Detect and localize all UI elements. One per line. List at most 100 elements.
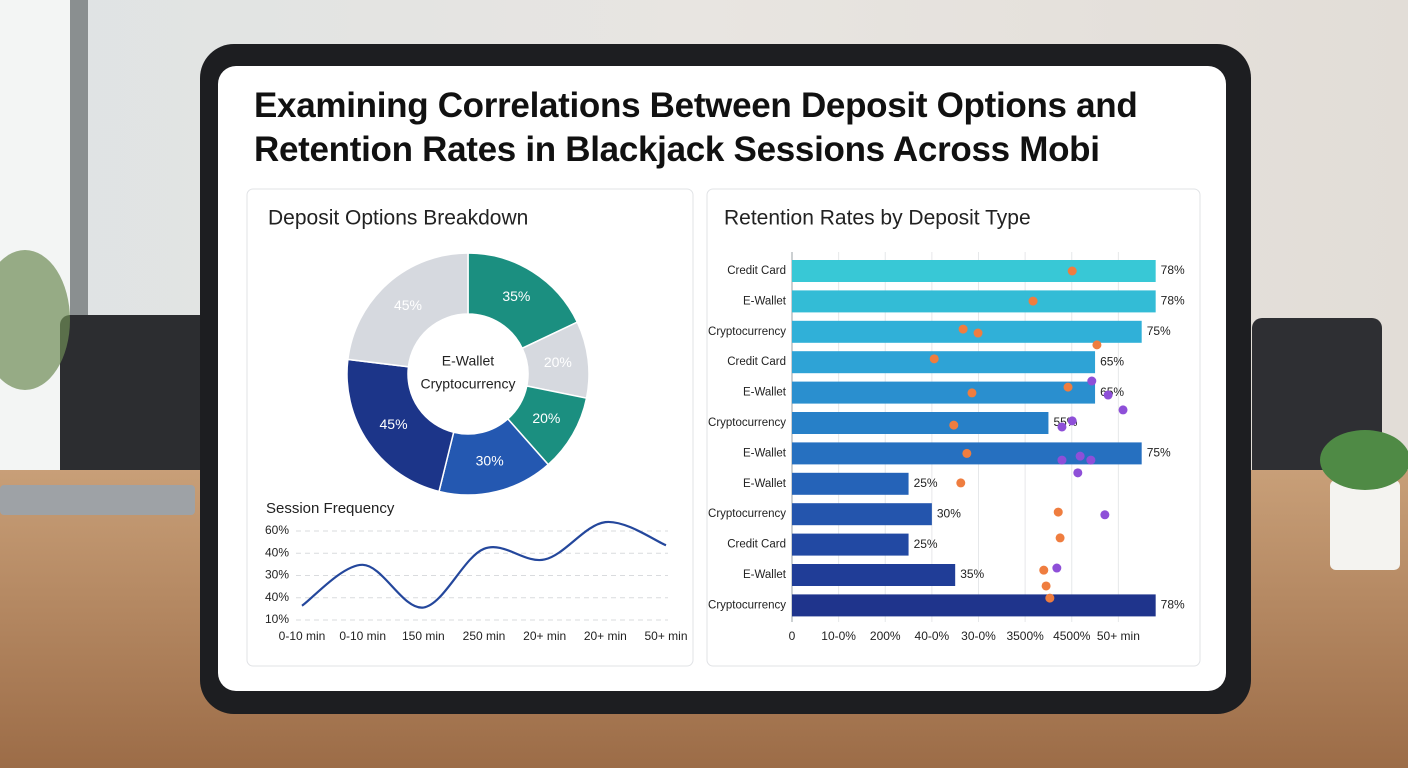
y-tick-label: 60% <box>265 523 289 537</box>
segment-label: 35% <box>502 288 530 304</box>
x-tick-label: 0-10 min <box>279 629 326 643</box>
value-label: 78% <box>1161 294 1185 308</box>
scatter-point <box>1028 296 1038 306</box>
scatter-point <box>1052 563 1062 573</box>
value-label: 35% <box>960 567 984 581</box>
value-label: 75% <box>1147 324 1171 338</box>
y-tick-label: E-Wallet <box>743 447 787 459</box>
scatter-point <box>1067 416 1077 426</box>
x-tick-label: 20+ min <box>584 629 627 643</box>
x-tick-label: 250 min <box>463 629 506 643</box>
plant <box>1320 430 1408 490</box>
y-tick-label: 40% <box>265 590 289 604</box>
y-tick-label: E-Wallet <box>743 478 787 490</box>
y-tick-label: Credit Card <box>727 356 786 368</box>
page-title: Examining Correlations Between Deposit O… <box>254 86 1138 169</box>
value-label: 65% <box>1100 354 1124 368</box>
segment-label: 30% <box>476 453 504 469</box>
bar <box>792 412 1049 434</box>
center-label: Cryptocurrency <box>421 376 516 392</box>
scatter-point <box>958 324 968 334</box>
x-tick-label: 150 min <box>402 629 445 643</box>
scatter-point <box>1041 581 1051 591</box>
bar <box>792 381 1096 404</box>
scatter-point <box>1092 340 1102 350</box>
value-label: 25% <box>914 476 938 490</box>
x-tick-label: 0-10 min <box>339 629 386 643</box>
scatter-point <box>1075 451 1085 461</box>
x-tick-label: 200% <box>870 629 901 643</box>
segment-label: 20% <box>532 410 560 426</box>
segment-label: 45% <box>380 416 408 432</box>
card <box>246 188 694 667</box>
y-tick-label: Cryptocurrency <box>708 508 786 520</box>
x-tick-label: 3500% <box>1006 629 1044 643</box>
donut-segment <box>347 252 469 368</box>
y-tick-label: 30% <box>265 568 289 582</box>
bar <box>792 260 1156 282</box>
y-tick-label: E-Wallet <box>743 295 787 307</box>
value-label: 30% <box>937 506 961 520</box>
y-tick-label: E-Wallet <box>743 387 787 399</box>
scatter-point <box>1103 390 1113 400</box>
scatter-point <box>1039 565 1049 575</box>
segment-label: 45% <box>394 297 422 313</box>
y-tick-label: Credit Card <box>727 265 786 277</box>
bar <box>792 290 1156 313</box>
value-label: 78% <box>1161 263 1185 277</box>
scatter-point <box>1067 266 1077 276</box>
donut-segment <box>346 358 455 493</box>
scatter-point <box>1073 468 1083 478</box>
center-label: E-Wallet <box>442 353 494 369</box>
y-tick-label: 10% <box>265 612 289 626</box>
laptop <box>0 485 195 515</box>
segment-label: 20% <box>544 354 572 370</box>
line <box>301 520 667 609</box>
value-label: 75% <box>1147 446 1171 460</box>
bar <box>792 320 1142 343</box>
bar <box>792 533 909 556</box>
scatter-point <box>929 354 939 364</box>
scatter-point <box>1055 533 1065 543</box>
pot <box>1330 480 1400 570</box>
chart-title: Session Frequency <box>266 500 395 517</box>
scatter-point <box>1118 405 1128 415</box>
scatter-point <box>1057 422 1067 432</box>
bar <box>792 594 1156 617</box>
scatter-point <box>1063 382 1073 392</box>
x-tick-label: 50+ min <box>1097 629 1140 643</box>
scatter-point <box>1087 376 1097 386</box>
scatter-point <box>1086 455 1096 465</box>
x-tick-label: 0 <box>789 629 796 643</box>
x-tick-label: 20+ min <box>523 629 566 643</box>
value-label: 78% <box>1161 598 1185 612</box>
x-tick-label: 10-0% <box>821 629 856 643</box>
x-tick-label: 4500% <box>1053 629 1091 643</box>
y-tick-label: Credit Card <box>727 539 786 551</box>
scatter-point <box>962 448 972 458</box>
scatter-point <box>973 328 983 338</box>
y-tick-label: Cryptocurrency <box>708 599 786 611</box>
bar <box>792 564 956 586</box>
value-label: 25% <box>914 537 938 551</box>
y-tick-label: E-Wallet <box>743 569 787 581</box>
scatter-point <box>1053 507 1063 517</box>
x-tick-label: 50+ min <box>644 629 687 643</box>
y-tick-label: Cryptocurrency <box>708 326 786 338</box>
bar <box>792 351 1096 374</box>
bar <box>792 472 909 495</box>
y-tick-label: 40% <box>265 545 289 559</box>
bar <box>792 503 932 526</box>
plant <box>0 250 70 390</box>
scatter-point <box>956 478 966 488</box>
window <box>0 0 70 480</box>
y-tick-label: Cryptocurrency <box>708 417 786 429</box>
chair <box>60 315 210 485</box>
scatter-point <box>1057 455 1067 465</box>
scatter-point <box>1045 593 1055 603</box>
scatter-point <box>949 420 959 430</box>
scatter-point <box>967 388 977 398</box>
x-tick-label: 40-0% <box>915 629 950 643</box>
